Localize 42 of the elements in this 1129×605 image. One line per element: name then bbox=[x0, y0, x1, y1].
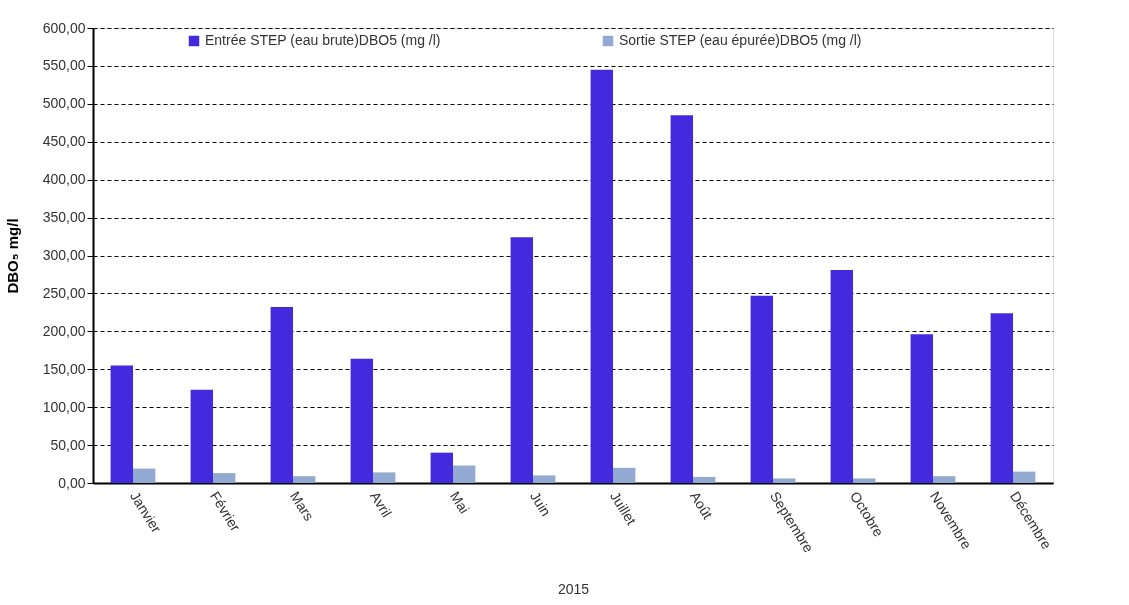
y-tick-label: 400,00 bbox=[42, 171, 86, 188]
bar bbox=[430, 452, 453, 483]
bar bbox=[270, 307, 293, 483]
bar bbox=[213, 473, 236, 483]
bar bbox=[750, 295, 773, 483]
legend-label: Sortie STEP (eau épurée)DBO5 (mg /l) bbox=[619, 32, 862, 48]
bar bbox=[933, 476, 956, 483]
bar bbox=[853, 478, 876, 483]
y-tick-label: 350,00 bbox=[42, 209, 86, 226]
bar bbox=[1013, 471, 1036, 483]
bar bbox=[613, 467, 636, 483]
bar bbox=[293, 476, 316, 483]
bar bbox=[350, 358, 373, 483]
bar bbox=[190, 389, 213, 483]
bar bbox=[590, 69, 613, 483]
y-tick-label: 100,00 bbox=[42, 398, 86, 415]
y-tick-label: 550,00 bbox=[42, 57, 86, 74]
y-tick-label: 500,00 bbox=[42, 95, 86, 112]
x-axis-title: 2015 bbox=[557, 581, 590, 598]
y-tick-label: 150,00 bbox=[42, 360, 86, 377]
y-tick-label: 600,00 bbox=[42, 19, 86, 36]
bar bbox=[133, 468, 156, 483]
y-tick-label: 50,00 bbox=[50, 436, 86, 453]
y-tick-label: 0,00 bbox=[58, 474, 86, 491]
bar bbox=[990, 313, 1013, 483]
bar bbox=[110, 365, 133, 483]
bar bbox=[773, 478, 796, 483]
bar bbox=[453, 465, 476, 483]
y-tick-label: 200,00 bbox=[42, 322, 86, 339]
y-tick-label: 250,00 bbox=[42, 284, 86, 301]
y-tick-label: 300,00 bbox=[42, 247, 86, 263]
bar bbox=[533, 475, 556, 483]
x-tick-label: Mai bbox=[447, 488, 473, 517]
bar bbox=[910, 334, 933, 483]
y-axis-title: DBO₅ mg/l bbox=[3, 218, 21, 294]
bar bbox=[830, 269, 853, 483]
bar bbox=[693, 476, 716, 483]
legend-label: Entrée STEP (eau brute)DBO5 (mg /l) bbox=[205, 32, 441, 48]
bar bbox=[510, 237, 533, 483]
y-tick-label: 450,00 bbox=[42, 133, 86, 150]
bar bbox=[670, 115, 693, 483]
bar bbox=[373, 472, 396, 483]
